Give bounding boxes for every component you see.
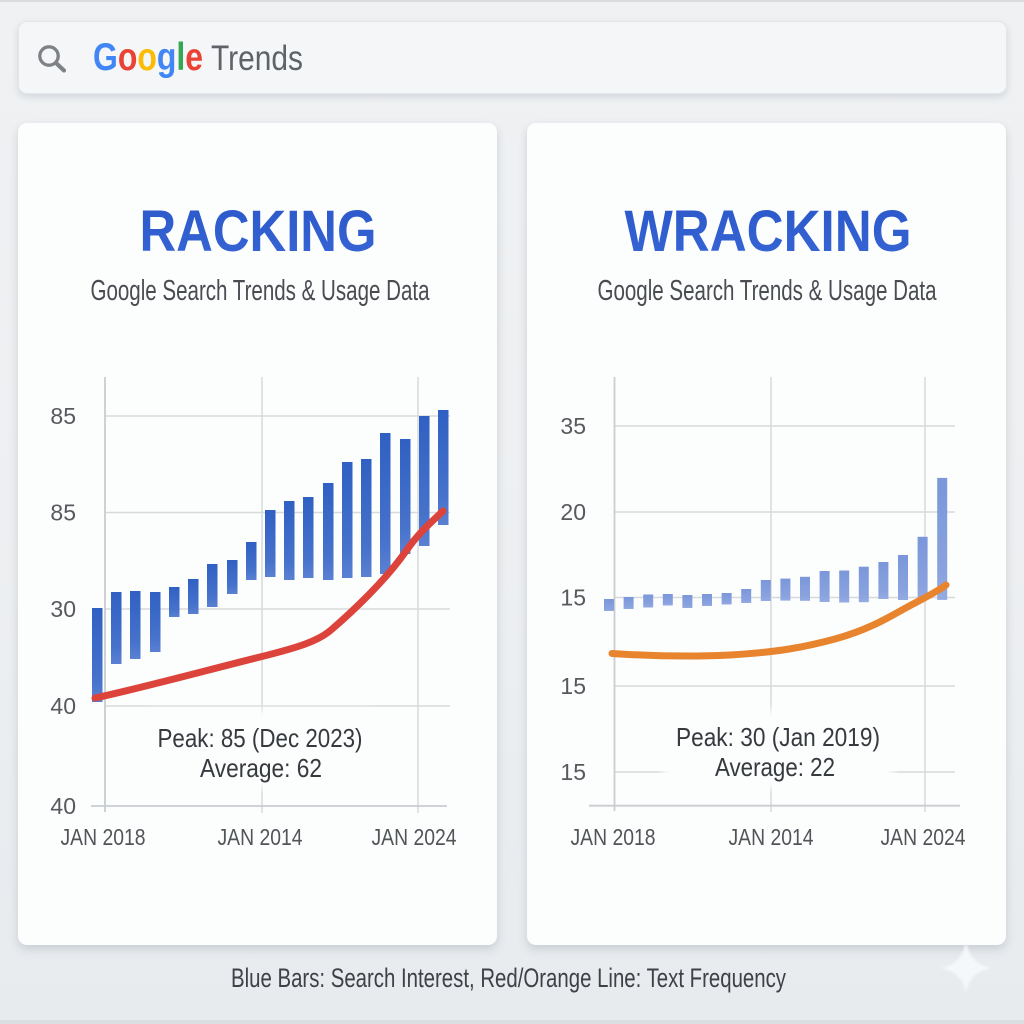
svg-text:85: 85 <box>50 500 76 526</box>
svg-text:Google: Google <box>93 36 203 79</box>
svg-text:JAN 2014: JAN 2014 <box>729 824 814 850</box>
svg-text:Peak: 85 (Dec 2023): Peak: 85 (Dec 2023) <box>158 723 363 753</box>
svg-text:RACKING: RACKING <box>140 199 377 264</box>
svg-text:Google Search Trends & Usage D: Google Search Trends & Usage Data <box>598 275 938 307</box>
svg-text:15: 15 <box>560 585 586 611</box>
svg-text:JAN 2018: JAN 2018 <box>61 824 146 850</box>
svg-text:WRACKING: WRACKING <box>625 199 912 264</box>
svg-text:40: 40 <box>50 693 76 719</box>
svg-text:JAN 2018: JAN 2018 <box>571 824 656 850</box>
svg-text:JAN 2024: JAN 2024 <box>881 824 966 850</box>
svg-text:85: 85 <box>50 403 76 429</box>
svg-text:Average: 22: Average: 22 <box>715 752 835 782</box>
svg-text:JAN 2014: JAN 2014 <box>218 824 303 850</box>
svg-text:15: 15 <box>560 759 586 785</box>
svg-text:Trends: Trends <box>211 38 303 78</box>
svg-text:35: 35 <box>560 413 586 439</box>
svg-text:40: 40 <box>50 793 76 819</box>
svg-text:Blue Bars: Search Interest, Re: Blue Bars: Search Interest, Red/Orange L… <box>231 963 786 993</box>
svg-text:JAN 2024: JAN 2024 <box>372 824 457 850</box>
svg-text:Google Search Trends & Usage D: Google Search Trends & Usage Data <box>91 275 431 307</box>
svg-text:Average: 62: Average: 62 <box>200 753 322 783</box>
svg-text:30: 30 <box>50 596 76 622</box>
svg-text:20: 20 <box>560 499 586 525</box>
svg-text:Peak: 30 (Jan 2019): Peak: 30 (Jan 2019) <box>676 722 880 752</box>
svg-text:15: 15 <box>560 673 586 699</box>
